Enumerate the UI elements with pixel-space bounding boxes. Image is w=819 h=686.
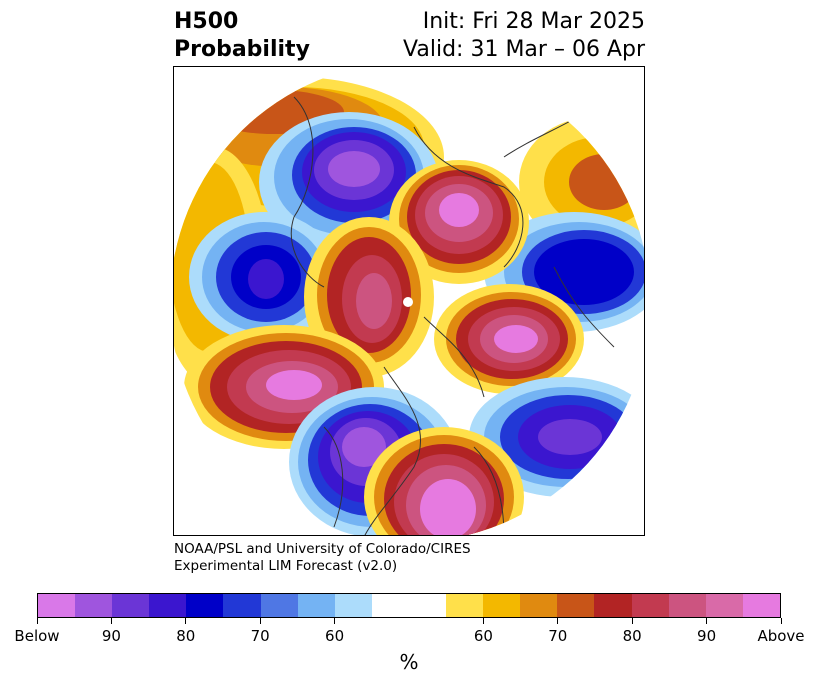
colorbar-swatch [520,594,558,617]
above-region-central-asia [389,160,529,284]
colorbar-swatch [483,594,521,617]
colorbar-swatch [223,594,261,617]
colorbar-swatch [446,594,484,617]
colorbar-swatch [75,594,113,617]
colorbar-tick-label: 80 [622,627,642,645]
colorbar-tick-label: 90 [101,627,121,645]
colorbar-swatch [297,594,335,617]
below-region-siberia [259,112,439,252]
colorbar-tick [780,618,782,624]
colorbar-tick-label: 70 [250,627,270,645]
colorbar-swatch [149,594,187,617]
colorbar-tick [482,618,484,624]
colorbar-swatch [705,594,743,617]
colorbar-swatch [631,594,669,617]
colorbar-tick [557,618,559,624]
colorbar-tick-label: 80 [176,627,196,645]
colorbar-swatch [668,594,706,617]
colorbar-tick [631,618,633,624]
colorbar-swatch [408,594,447,617]
colorbar-tick [110,618,112,624]
colorbar-swatch [186,594,224,617]
colorbar-unit: % [399,650,419,674]
title-variable: H500 [174,9,239,34]
north-pole-marker [403,297,413,307]
colorbar [37,593,781,618]
colorbar-swatch [371,594,409,617]
colorbar-swatch [38,594,76,617]
init-date: Init: Fri 28 Mar 2025 [422,9,645,34]
colorbar-tick-label: 90 [697,627,717,645]
title-left: H500 Probability [174,8,310,64]
title-right: Init: Fri 28 Mar 2025 Valid: 31 Mar – 06… [403,8,645,64]
colorbar-tick [334,618,336,624]
probability-map-svg [174,67,644,535]
colorbar-tick [36,618,38,624]
above-region-e-north-america [364,427,524,535]
colorbar-swatch [260,594,298,617]
credit-line1: NOAA/PSL and University of Colorado/CIRE… [174,541,471,557]
colorbar-swatch [557,594,595,617]
colorbar-tick-label: Below [14,627,60,645]
colorbar-swatch [594,594,632,617]
colorbar-tick [185,618,187,624]
above-region-atlantic [434,284,584,394]
below-region-pacific [189,212,339,342]
colorbar-swatch [742,594,780,617]
colorbar-tick-label: 60 [473,627,493,645]
colorbar-tick-label: 60 [325,627,345,645]
colorbar-tick-label: Above [757,627,805,645]
polar-map [173,66,645,536]
credit-text: NOAA/PSL and University of Colorado/CIRE… [174,541,471,575]
colorbar-tick [259,618,261,624]
valid-range: Valid: 31 Mar – 06 Apr [403,37,645,62]
title-field: Probability [174,37,310,62]
colorbar-tick [706,618,708,624]
colorbar-swatch [112,594,150,617]
credit-line2: Experimental LIM Forecast (v2.0) [174,558,398,574]
colorbar-tick-label: 70 [548,627,568,645]
colorbar-swatch [334,594,372,617]
